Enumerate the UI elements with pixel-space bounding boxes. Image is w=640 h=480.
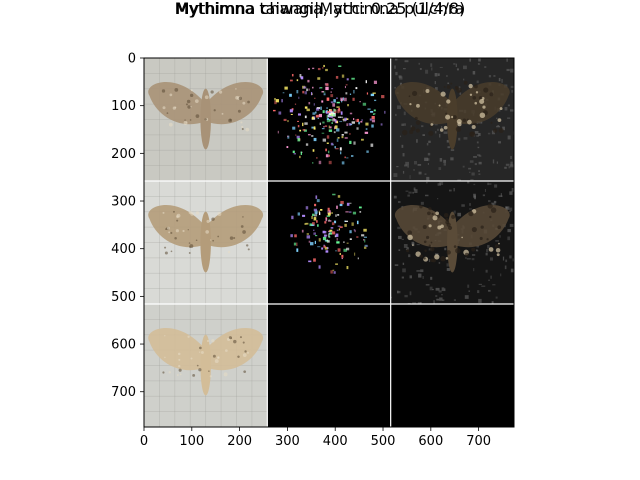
axes-frame	[143, 57, 515, 428]
grid-cell-masked-photo	[390, 181, 514, 307]
moth-body	[200, 211, 211, 273]
grid-cell-empty	[267, 304, 391, 427]
cell-background	[267, 304, 391, 427]
moth-body	[200, 334, 211, 396]
y-axis-ticks: 0 100 200 300 400 500 600 700	[111, 52, 144, 400]
image-cells	[144, 58, 514, 427]
x-tick-label: 0	[140, 434, 148, 449]
x-tick-label: 500	[371, 434, 396, 449]
x-tick-label: 700	[466, 434, 491, 449]
figure-title-line1: Mythimna taiwana, acc: 0.25 (1/4/8)	[174, 0, 466, 18]
y-tick-label: 500	[111, 290, 136, 305]
grid-cell-saliency-color	[267, 181, 391, 304]
x-tick-label: 100	[179, 434, 204, 449]
y-tick-label: 300	[111, 195, 136, 210]
y-tick-label: 400	[111, 242, 136, 257]
grid-cell-photo	[144, 181, 268, 304]
x-tick-label: 300	[275, 434, 300, 449]
cell-background	[390, 304, 514, 427]
x-axis-ticks: 0 100 200 300 400 500 600 700	[140, 427, 491, 449]
y-tick-label: 600	[111, 338, 136, 353]
x-tick-label: 600	[418, 434, 443, 449]
moth-body	[447, 211, 458, 273]
grid-cell-photo	[144, 304, 268, 427]
moth-wings	[148, 82, 264, 125]
x-tick-label: 200	[227, 434, 252, 449]
moth-wings	[394, 205, 510, 248]
moth-wings	[148, 328, 264, 371]
y-tick-label: 0	[128, 52, 136, 67]
y-tick-label: 700	[111, 385, 136, 400]
grid-cell-saliency-color	[267, 58, 391, 181]
cell-separators	[144, 58, 514, 427]
grid-cell-empty	[390, 304, 514, 427]
grid-cell-masked-photo	[390, 58, 514, 183]
figure-title-line2: Mythimna changi|Mythimna pulchra	[175, 0, 465, 18]
x-tick-label: 400	[323, 434, 348, 449]
moth-body	[447, 88, 458, 150]
y-tick-label: 200	[111, 147, 136, 162]
grid-cell-photo	[144, 58, 268, 181]
y-tick-label: 100	[111, 99, 136, 114]
